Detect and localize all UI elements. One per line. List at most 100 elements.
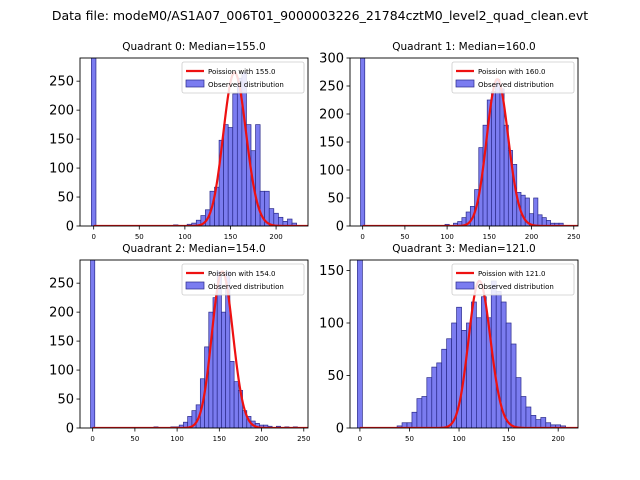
histogram-bar <box>530 415 537 428</box>
quadrant-2-chart: 0 50 100 150 200 250 0 50 100 150 200 250 Quadrant 2… <box>49 243 310 443</box>
histogram-bar <box>480 296 487 428</box>
subplot-title: Quadrant 0: Median=155.0 <box>122 41 265 53</box>
y-tick-label: 50 <box>57 393 74 408</box>
histogram-bar <box>491 91 497 226</box>
histogram-bar <box>273 212 279 226</box>
legend: Poission with 160.0 Observed distribution <box>451 61 575 94</box>
histogram-bar <box>495 78 501 226</box>
legend-label-observed: Observed distribution <box>478 283 554 291</box>
y-tick-label: 150 <box>319 136 344 151</box>
legend-label-observed: Observed distribution <box>208 81 284 89</box>
poisson-curve <box>362 78 578 226</box>
histogram-bar <box>241 72 247 226</box>
figure-title: Data file: modeM0/AS1A07_006T01_90000032… <box>51 8 589 23</box>
subplot-title: Quadrant 3: Median=121.0 <box>392 243 535 255</box>
subplot-title: Quadrant 1: Median=160.0 <box>392 41 535 53</box>
histogram-bar-zero <box>360 58 366 226</box>
poisson-curve <box>359 279 578 428</box>
legend-box <box>181 61 305 94</box>
histogram-bar <box>232 93 238 226</box>
y-tick-label: 100 <box>49 162 74 177</box>
x-tick-label: 100 <box>178 233 191 241</box>
legend-label-poisson: Poission with 160.0 <box>478 68 546 76</box>
x-tick-label: 250 <box>297 435 310 443</box>
x-tick-label: 250 <box>567 233 580 241</box>
y-tick-label: 100 <box>49 364 74 379</box>
histogram-bar <box>499 88 505 226</box>
histogram-bar <box>287 218 293 226</box>
y-tick-label: 150 <box>49 335 74 350</box>
y-tick-label: 100 <box>319 317 344 332</box>
x-tick-label: 150 <box>213 435 226 443</box>
quadrant-0-chart: 0 50 100 150 200 0 50 100 150 200 250 Quadrant 0: M… <box>49 41 309 241</box>
histogram-bar-zero <box>90 260 96 428</box>
histogram-bar <box>411 411 418 428</box>
x-tick-label: 0 <box>358 435 362 443</box>
x-tick-label: 200 <box>269 233 282 241</box>
y-tick-label: 50 <box>57 191 74 206</box>
histogram-bar <box>471 301 477 428</box>
y-tick-label: 200 <box>319 108 344 123</box>
x-tick-label: 100 <box>440 233 453 241</box>
legend: Poission with 155.0 Observed distribution <box>181 61 305 94</box>
y-tick-label: 0 <box>66 220 74 235</box>
histogram-bar <box>524 197 530 226</box>
x-tick-label: 150 <box>224 233 237 241</box>
legend-label-poisson: Poission with 154.0 <box>208 270 276 278</box>
x-tick-label: 0 <box>91 233 95 241</box>
x-tick-label: 150 <box>483 233 496 241</box>
legend-box <box>181 263 305 296</box>
histogram-bar <box>436 362 443 428</box>
histogram-bar <box>446 338 452 428</box>
y-tick-label: 0 <box>336 422 344 437</box>
legend-box <box>451 263 575 296</box>
histogram-bar <box>510 343 517 428</box>
quadrant-0-plot-area <box>91 58 308 226</box>
legend-label-poisson: Poission with 121.0 <box>478 270 546 278</box>
legend-label-observed: Observed distribution <box>478 81 554 89</box>
x-tick-label: 200 <box>525 233 538 241</box>
legend-bar-swatch <box>185 79 205 88</box>
histogram-bar <box>441 348 448 428</box>
x-tick-label: 0 <box>360 233 364 241</box>
axes-frame <box>79 57 309 227</box>
histogram-bar <box>533 197 539 226</box>
y-tick-label: 250 <box>319 80 344 95</box>
histogram-bar <box>541 217 547 226</box>
quadrant-3-plot-area <box>357 260 578 428</box>
histogram-bar <box>495 291 502 428</box>
x-tick-label: 200 <box>551 435 564 443</box>
x-tick-label: 200 <box>255 435 268 443</box>
histogram-bar-zero <box>91 58 97 226</box>
histogram-bar <box>537 214 543 226</box>
histogram-bar <box>525 406 532 428</box>
x-tick-label: 50 <box>135 233 144 241</box>
y-tick-label: 50 <box>327 192 344 207</box>
histogram-bar <box>223 124 229 226</box>
legend: Poission with 154.0 Observed distribution <box>181 263 305 296</box>
histogram-bar <box>451 322 457 428</box>
y-tick-label: 0 <box>336 220 344 235</box>
legend-box <box>451 61 575 94</box>
y-tick-label: 250 <box>49 75 74 90</box>
histogram-bar <box>291 222 297 226</box>
quadrant-3-chart: 0 50 100 150 200 0 50 100 150 Quadrant 3: Median=… <box>319 243 579 443</box>
x-tick-label: 0 <box>90 435 94 443</box>
y-tick-label: 0 <box>66 422 74 437</box>
axes-frame <box>79 259 309 429</box>
histogram-bar <box>515 377 522 428</box>
x-tick-label: 100 <box>170 435 183 443</box>
y-tick-label: 250 <box>49 277 74 292</box>
histogram-bar <box>278 216 284 226</box>
legend-bar-swatch <box>185 281 205 290</box>
y-tick-label: 300 <box>319 52 344 67</box>
x-tick-label: 150 <box>502 435 515 443</box>
histogram-bar <box>421 396 428 428</box>
legend-label-poisson: Poission with 155.0 <box>208 68 276 76</box>
poisson-curve <box>93 71 308 226</box>
histogram-bar <box>416 398 423 428</box>
x-tick-label: 50 <box>405 435 414 443</box>
axes-frame <box>349 259 579 429</box>
histogram-bar-zero <box>357 260 363 428</box>
